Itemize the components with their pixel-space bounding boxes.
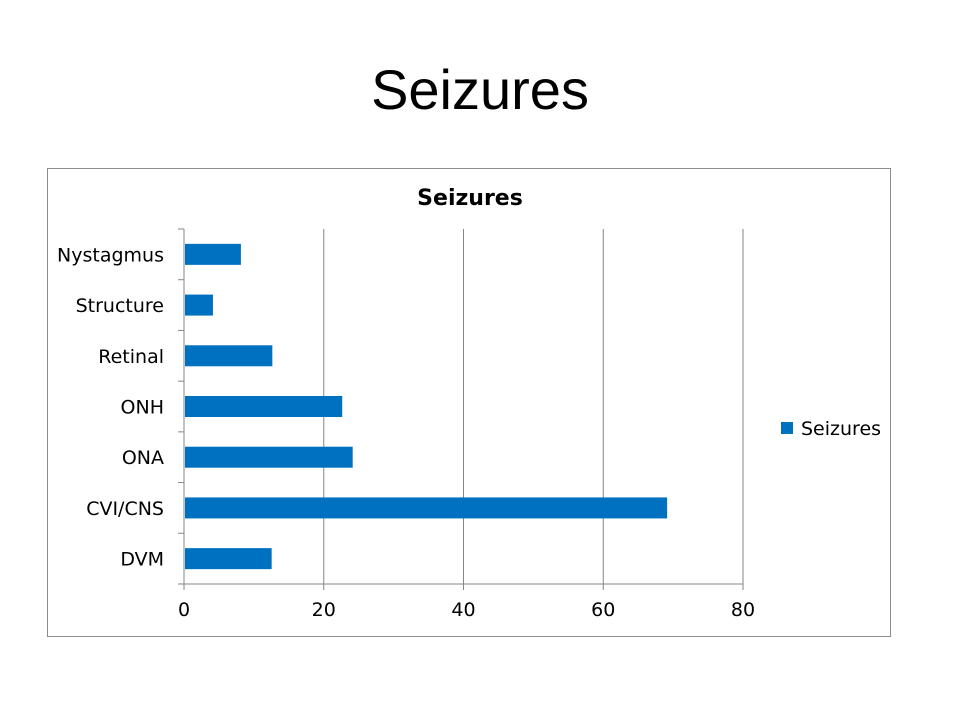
bar-nystagmus <box>185 243 241 265</box>
category-label-cvi-cns: CVI/CNS <box>86 498 164 520</box>
tick-label-x-60: 60 <box>591 599 615 621</box>
bar-cvi-cns <box>185 497 668 519</box>
bar-structure <box>185 294 213 316</box>
grid-layer <box>323 229 744 584</box>
label-layer: 0 20 40 60 80 Nystagmus Structure Retinal ONH ONA… <box>57 244 755 621</box>
tick-label-x-20: 20 <box>312 599 336 621</box>
legend-label: Seizures <box>801 418 881 440</box>
bar-onh <box>185 396 343 417</box>
bar-ona <box>185 446 353 468</box>
category-label-onh: ONH <box>121 397 164 419</box>
bar-layer <box>185 243 668 570</box>
legend-swatch <box>781 422 793 434</box>
chart-title: Seizures <box>417 186 523 211</box>
tick-label-x-0: 0 <box>178 599 190 621</box>
legend: Seizures <box>781 418 881 440</box>
category-label-dvm: DVM <box>120 549 164 571</box>
bar-dvm <box>185 548 272 570</box>
axis-layer <box>178 228 744 590</box>
category-label-structure: Structure <box>76 295 164 317</box>
category-label-ona: ONA <box>122 447 164 469</box>
category-label-nystagmus: Nystagmus <box>57 244 164 266</box>
tick-label-x-80: 80 <box>731 599 755 621</box>
bar-retinal <box>185 345 273 367</box>
slide-title: Seizures <box>371 58 589 121</box>
category-label-retinal: Retinal <box>98 346 164 368</box>
tick-label-x-40: 40 <box>451 599 475 621</box>
